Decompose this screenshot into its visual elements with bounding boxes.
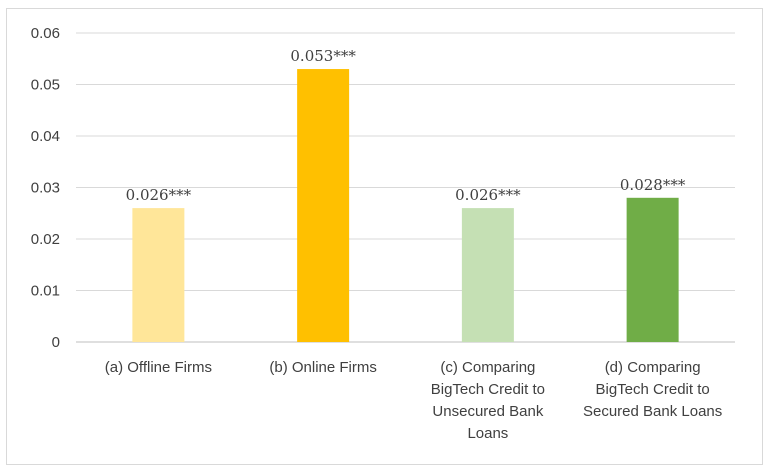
y-tick-label: 0.02 <box>31 231 60 248</box>
y-tick-label: 0 <box>52 334 60 351</box>
x-category-label: (b) Online Firms <box>269 359 377 376</box>
bar <box>297 69 350 343</box>
x-category-label: Loans <box>467 425 508 442</box>
y-tick-label: 0.03 <box>31 180 60 197</box>
data-label: 0.053*** <box>290 47 356 65</box>
x-category-label: BigTech Credit to <box>596 381 710 398</box>
bar <box>461 208 514 342</box>
y-tick-label: 0.05 <box>31 77 60 94</box>
bar <box>626 197 679 342</box>
x-category-label: (c) Comparing <box>440 359 535 376</box>
bar <box>132 208 185 342</box>
y-tick-label: 0.04 <box>31 128 60 145</box>
x-category-label: Unsecured Bank <box>432 403 543 420</box>
x-category-label: BigTech Credit to <box>431 381 545 398</box>
x-category-label: Secured Bank Loans <box>583 403 722 420</box>
y-tick-label: 0.01 <box>31 283 60 300</box>
x-category-label: (d) Comparing <box>605 359 701 376</box>
x-category-label: (a) Offline Firms <box>105 359 212 376</box>
data-label: 0.026*** <box>455 186 521 204</box>
y-tick-label: 0.06 <box>31 25 60 42</box>
data-label: 0.028*** <box>620 176 686 194</box>
data-label: 0.026*** <box>126 186 192 204</box>
